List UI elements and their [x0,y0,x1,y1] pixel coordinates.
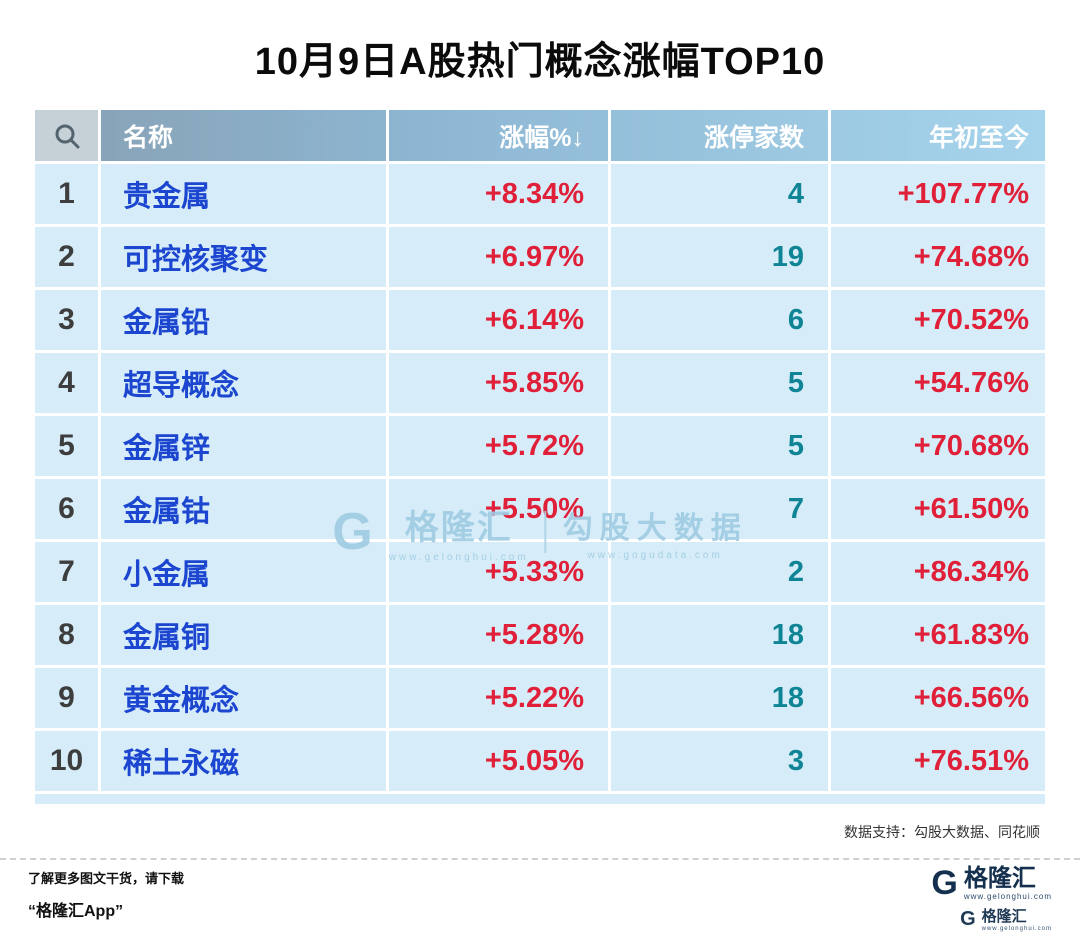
cell-ytd: +61.83% [913,618,1029,651]
header-ytd: 年初至今 [928,123,1029,152]
table-row: 8 金属铜 +5.28% 18 +61.83% [35,605,1045,668]
dashed-divider [0,858,1080,860]
cell-ytd: +70.52% [913,303,1029,336]
footer-logos: G 格隆汇 www.gelonghui.com G 格隆汇 www.gelong… [931,864,1052,932]
cell-ytd: +76.51% [913,744,1029,777]
cell-limit_up: 6 [611,290,831,350]
footer-promo: 了解更多图文干货，请下载 “格隆汇App” [28,868,184,921]
promo-line1: 了解更多图文干货，请下载 [28,871,185,886]
cell-ytd: +70.68% [913,429,1029,462]
cell-ytd: +107.77% [897,177,1029,210]
cell-rank: 6 [35,479,101,539]
gelonghui-logo-url-small: www.gelonghui.com [981,925,1052,932]
table-row: 6 金属钴 +5.50% 7 +61.50% [35,479,1045,542]
gelonghui-g-icon-small: G [960,908,976,931]
cell-ytd: +74.68% [913,240,1029,273]
table-row: 9 黄金概念 +5.22% 18 +66.56% [35,668,1045,731]
cell-limit_up: 19 [611,227,831,287]
cell-limit_up: 5 [611,416,831,476]
cell-name: 金属铅 [101,290,389,350]
gelonghui-g-icon: G [931,864,958,902]
cell-rank: 3 [35,290,101,350]
cell-name: 黄金概念 [101,668,389,728]
search-header-cell [35,110,101,161]
cell-gain: +5.85% [389,353,611,413]
cell-name: 金属锌 [101,416,389,476]
table-body: 1 贵金属 +8.34% 4 +107.77% 2 可控核聚变 +6.97% 19 +74.68%… [35,164,1045,794]
cell-rank: 10 [35,731,101,791]
cell-gain: +8.34% [389,164,611,224]
cell-limit_up: 18 [611,668,831,728]
table-row: 2 可控核聚变 +6.97% 19 +74.68% [35,227,1045,290]
cell-ytd: +86.34% [913,555,1029,588]
table-row: 10 稀土永磁 +5.05% 3 +76.51% [35,731,1045,794]
header-gain-sorted[interactable]: 涨幅%↓ [389,110,611,161]
gelonghui-logo-text-small: 格隆汇 [981,908,1027,926]
cell-gain: +5.50% [389,479,611,539]
cell-rank: 2 [35,227,101,287]
table-row: 4 超导概念 +5.85% 5 +54.76% [35,353,1045,416]
cell-name: 可控核聚变 [101,227,389,287]
table-row: 3 金属铅 +6.14% 6 +70.52% [35,290,1045,353]
cell-name: 金属钴 [101,479,389,539]
cell-limit_up: 4 [611,164,831,224]
cell-name: 稀土永磁 [101,731,389,791]
cell-limit_up: 3 [611,731,831,791]
gelonghui-logo-text: 格隆汇 [963,865,1036,892]
cell-rank: 9 [35,668,101,728]
cell-limit_up: 18 [611,605,831,665]
header-limit-up: 涨停家数 [611,110,831,161]
gelonghui-logo-url: www.gelonghui.com [963,892,1052,902]
cell-gain: +5.28% [389,605,611,665]
cell-limit_up: 2 [611,542,831,602]
cell-limit_up: 7 [611,479,831,539]
cell-name: 贵金属 [101,164,389,224]
table-row: 7 小金属 +5.33% 2 +86.34% [35,542,1045,605]
cell-ytd: +61.50% [913,492,1029,525]
header-name: 名称 [101,110,389,161]
cell-rank: 8 [35,605,101,665]
cell-gain: +6.14% [389,290,611,350]
cell-gain: +6.97% [389,227,611,287]
table-bottom-strip [35,794,1045,804]
cell-rank: 1 [35,164,101,224]
promo-app-name: “格隆汇App” [28,903,124,920]
search-icon [55,124,79,148]
cell-rank: 7 [35,542,101,602]
table-row: 1 贵金属 +8.34% 4 +107.77% [35,164,1045,227]
top10-table: 名称 涨幅%↓ 涨停家数 年初至今 1 贵金属 +8.34% 4 +107.77% 2 可控… [35,110,1045,804]
cell-name: 小金属 [101,542,389,602]
cell-rank: 4 [35,353,101,413]
cell-ytd: +66.56% [913,681,1029,714]
gelonghui-logo-small: G 格隆汇 www.gelonghui.com [960,909,1052,932]
cell-gain: +5.22% [389,668,611,728]
cell-gain: +5.72% [389,416,611,476]
page-title: 10月9日A股热门概念涨幅TOP10 [254,41,826,83]
cell-gain: +5.33% [389,542,611,602]
cell-gain: +5.05% [389,731,611,791]
cell-rank: 5 [35,416,101,476]
cell-name: 超导概念 [101,353,389,413]
cell-limit_up: 5 [611,353,831,413]
table-header-row: 名称 涨幅%↓ 涨停家数 年初至今 [35,110,1045,164]
data-support-note: 数据支持：勾股大数据、同花顺 [844,824,1040,840]
table-row: 5 金属锌 +5.72% 5 +70.68% [35,416,1045,479]
cell-ytd: +54.76% [913,366,1029,399]
cell-name: 金属铜 [101,605,389,665]
gelonghui-logo: G 格隆汇 www.gelonghui.com [931,864,1052,902]
